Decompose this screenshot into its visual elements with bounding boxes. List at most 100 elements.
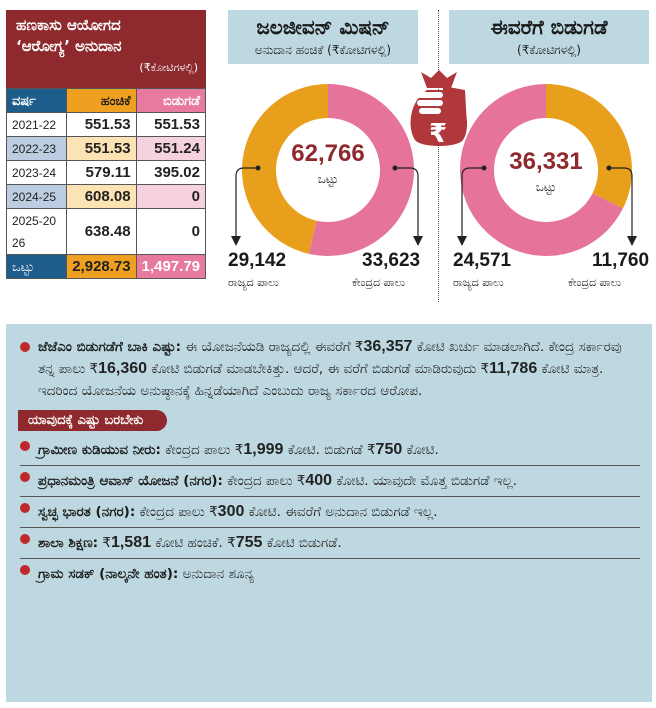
released-subtitle: (₹ಕೋಟಿಗಳಲ್ಲಿ) [517, 43, 581, 57]
header-released: ಬಿಡುಗಡೆ [135, 88, 207, 113]
item-heading: ಶಾಲಾ ಶಿಕ್ಷಣ: [38, 535, 99, 551]
total-label: ಒಟ್ಟು [5, 254, 68, 279]
dotted-divider [438, 10, 439, 302]
jjm-state-share-value: 29,142 [228, 250, 287, 271]
item-heading: ಗ್ರಾಮೀಣ ಕುಡಿಯುವ ನೀರು: [38, 442, 161, 458]
total-released: 1,497.79 [135, 254, 207, 279]
jjm-total-value: 62,766 [291, 140, 365, 167]
health-grant-table-panel: ಹಣಕಾಸು ಆಯೋಗದ ‘ಆರೋಗ್ಯ’ ಅನುದಾನ (₹ಕೋಟಿಗಳಲ್ಲ… [5, 10, 207, 279]
table-title-block: ಹಣಕಾಸು ಆಯೋಗದ ‘ಆರೋಗ್ಯ’ ಅನುದಾನ (₹ಕೋಟಿಗಳಲ್ಲ… [6, 10, 206, 88]
jjm-state-share-label: ರಾಜ್ಯದ ಪಾಲು [228, 276, 279, 289]
section-tag: ಯಾವುದಕ್ಕೆ ಎಷ್ಟು ಬರಬೇಕು [18, 410, 168, 431]
lead-heading: ಜೆಜೆಎಂ ಬಿಡುಗಡೆಗೆ ಬಾಕಿ ಎಷ್ಟು: [38, 339, 182, 355]
cell-year: 2023-24 [5, 160, 68, 185]
table-row: 2023-24 579.11 395.02 [5, 160, 207, 185]
released-state-share-label: ರಾಜ್ಯದ ಪಾಲು [453, 276, 504, 289]
jjm-allocation-donut-chart [242, 84, 415, 256]
cell-released: 395.02 [135, 160, 207, 185]
bullet-icon [20, 503, 30, 513]
table-unit: (₹ಕೋಟಿಗಳಲ್ಲಿ) [139, 61, 198, 74]
released-centre-share-label: ಕೇಂದ್ರದ ಪಾಲು [568, 276, 622, 289]
item-heading: ಸ್ವಚ್ಛ ಭಾರತ (ನಗರ): [38, 504, 136, 520]
lead-paragraph: ಜೆಜೆಎಂ ಬಿಡುಗಡೆಗೆ ಬಾಕಿ ಎಷ್ಟು: ಈ ಯೋಜನೆಯಡಿ … [20, 336, 640, 402]
lead-amount-released: 11,786 [489, 360, 538, 377]
released-total-label: ಒಟ್ಟು [535, 180, 557, 194]
item-text: ಕೋಟಿ ಬಿಡುಗಡೆ. [262, 535, 342, 551]
cell-released: 551.24 [135, 136, 207, 161]
cell-year: 2021-22 [5, 112, 68, 137]
item-text: ಕೇಂದ್ರದ ಪಾಲು ₹ [135, 504, 218, 520]
table-row: 2024-25 608.08 0 [5, 184, 207, 209]
table-row: 2022-23 551.53 551.24 [5, 136, 207, 161]
jjm-centre-share-label: ಕೇಂದ್ರದ ಪಾಲು [352, 276, 406, 289]
list-item: ಗ್ರಾಮೀಣ ಕುಡಿಯುವ ನೀರು: ಕೇಂದ್ರದ ಪಾಲು ₹1,99… [20, 435, 640, 466]
released-title: ಈವರೆಗೆ ಬಿಡುಗಡೆ [490, 15, 608, 39]
item-text: ₹ [98, 535, 111, 551]
jjm-subtitle: ಅನುದಾನ ಹಂಚಿಕೆ (₹ಕೋಟಿಗಳಲ್ಲಿ) [254, 43, 392, 57]
header-allocated: ಹಂಚಿಕೆ [66, 88, 137, 113]
item-text: ಕೇಂದ್ರದ ಪಾಲು ₹ [222, 473, 306, 489]
lead-text: ಕೋಟಿ ಬಿಡುಗಡೆ ಮಾಡಬೇಕಿತ್ತು. ಆದರೆ, ಈ ವರೆಗೆ … [147, 361, 490, 377]
svg-text:₹: ₹ [429, 119, 447, 149]
released-centre-share-value: 11,760 [592, 250, 650, 271]
item-text: ಕೋಟಿ. ಈವರೆಗೆ ಅನುದಾನ ಬಿಡುಗಡೆ ಇಲ್ಲ. [244, 504, 438, 520]
table-title-line1: ಹಣಕಾಸು ಆಯೋಗದ [16, 16, 121, 34]
table-header-row: ವರ್ಷ ಹಂಚಿಕೆ ಬಿಡುಗಡೆ [5, 88, 207, 113]
table-total-row: ಒಟ್ಟು 2,928.73 1,497.79 [5, 254, 207, 279]
table-title-line2: ‘ಆರೋಗ್ಯ’ ಅನುದಾನ [16, 37, 122, 55]
header-year: ವರ್ಷ [5, 88, 68, 113]
item-amount: 1,581 [110, 534, 151, 551]
cell-allocated: 608.08 [66, 184, 137, 209]
lead-amount-due: 16,360 [98, 360, 148, 377]
donut-slice-1 [242, 84, 328, 254]
item-amount: 755 [235, 534, 263, 551]
list-item: ಶಾಲಾ ಶಿಕ್ಷಣ: ₹1,581 ಕೋಟಿ ಹಂಚಿಕೆ. ₹755 ಕೋ… [20, 528, 640, 559]
cell-released: 0 [135, 184, 207, 209]
released-total-value: 36,331 [509, 148, 583, 175]
list-item: ಸ್ವಚ್ಛ ಭಾರತ (ನಗರ): ಕೇಂದ್ರದ ಪಾಲು ₹300 ಕೋಟ… [20, 497, 640, 528]
donut-slice-1 [459, 84, 623, 256]
table-row: 2021-22 551.53 551.53 [5, 112, 207, 137]
cell-year: 2024-25 [5, 184, 68, 209]
health-grant-table: ವರ್ಷ ಹಂಚಿಕೆ ಬಿಡುಗಡೆ 2021-22 551.53 551.5… [5, 88, 207, 279]
donut-slice-0 [308, 84, 415, 256]
released-state-share-value: 24,571 [453, 250, 512, 271]
released-title-box: ಈವರೆಗೆ ಬಿಡುಗಡೆ (₹ಕೋಟಿಗಳಲ್ಲಿ) [449, 10, 649, 64]
bullet-icon [20, 565, 30, 575]
cell-year: 2022-23 [5, 136, 68, 161]
cell-released: 551.53 [135, 112, 207, 137]
list-item: ಪ್ರಧಾನಮಂತ್ರಿ ಆವಾಸ್ ಯೋಜನೆ (ನಗರ): ಕೇಂದ್ರದ … [20, 466, 640, 497]
jjm-total-label: ಒಟ್ಟು [317, 172, 339, 186]
item-amount: 1,999 [243, 441, 284, 458]
lead-text: ಈ ಯೋಜನೆಯಡಿ ರಾಜ್ಯದಲ್ಲಿ ಈವರೆಗೆ ₹ [181, 339, 364, 355]
item-text: ಕೋಟಿ ಹಂಚಿಕೆ. ₹ [151, 535, 236, 551]
item-amount: 300 [217, 503, 245, 520]
lead-text: ಕೋಟಿ ಮಾತ್ರ. ಇದರಿಂದ ಯೋಜನೆಯ ಅನುಷ್ಠಾನಕ್ಕೆ ಹ… [38, 361, 604, 399]
cell-released: 0 [135, 208, 207, 255]
cell-allocated: 551.53 [66, 136, 137, 161]
item-text: ಕೇಂದ್ರದ ಪಾಲು ₹ [160, 442, 244, 458]
jjm-centre-share-value: 33,623 [362, 250, 421, 271]
item-amount: 750 [375, 441, 403, 458]
list-item: ಗ್ರಾಮ ಸಡಕ್ (ನಾಲ್ಕನೇ ಹಂತ): ಅನುದಾನ ಶೂನ್ಯ [20, 559, 640, 589]
info-panel: ಜೆಜೆಎಂ ಬಿಡುಗಡೆಗೆ ಬಾಕಿ ಎಷ್ಟು: ಈ ಯೋಜನೆಯಡಿ … [6, 324, 652, 702]
money-bag-rupee-icon: ₹ [410, 70, 467, 149]
item-heading: ಪ್ರಧಾನಮಂತ್ರಿ ಆವಾಸ್ ಯೋಜನೆ (ನಗರ): [38, 473, 223, 489]
cell-allocated: 579.11 [66, 160, 137, 185]
item-heading: ಗ್ರಾಮ ಸಡಕ್ (ನಾಲ್ಕನೇ ಹಂತ): [38, 566, 179, 582]
cell-year: 2025-2026 [5, 208, 68, 255]
lead-amount-spent: 36,357 [363, 338, 413, 355]
bullet-icon [20, 342, 30, 352]
jjm-allocation-title-box: ಜಲಜೀವನ್ ಮಿಷನ್ ಅನುದಾನ ಹಂಚಿಕೆ (₹ಕೋಟಿಗಳಲ್ಲಿ… [228, 10, 418, 64]
table-row: 2025-2026 638.48 0 [5, 208, 207, 255]
jjm-title: ಜಲಜೀವನ್ ಮಿಷನ್ [256, 15, 390, 39]
scheme-list: ಗ್ರಾಮೀಣ ಕುಡಿಯುವ ನೀರು: ಕೇಂದ್ರದ ಪಾಲು ₹1,99… [20, 435, 640, 589]
item-text: ಕೋಟಿ. ಬಿಡುಗಡೆ ₹ [283, 442, 376, 458]
bullet-icon [20, 441, 30, 451]
cell-allocated: 638.48 [66, 208, 137, 255]
item-text: ಕೋಟಿ. [402, 442, 439, 458]
item-text: ಕೋಟಿ. ಯಾವುದೇ ಮೊತ್ತ ಬಿಡುಗಡೆ ಇಲ್ಲ. [332, 473, 518, 489]
cell-allocated: 551.53 [66, 112, 137, 137]
bullet-icon [20, 472, 30, 482]
lead-text: ಕೋಟಿ ಖರ್ಚು ಮಾಡಲಾಗಿದೆ. ಕೇಂದ್ರ ಸರ್ಕಾರವು ತನ… [38, 339, 622, 377]
